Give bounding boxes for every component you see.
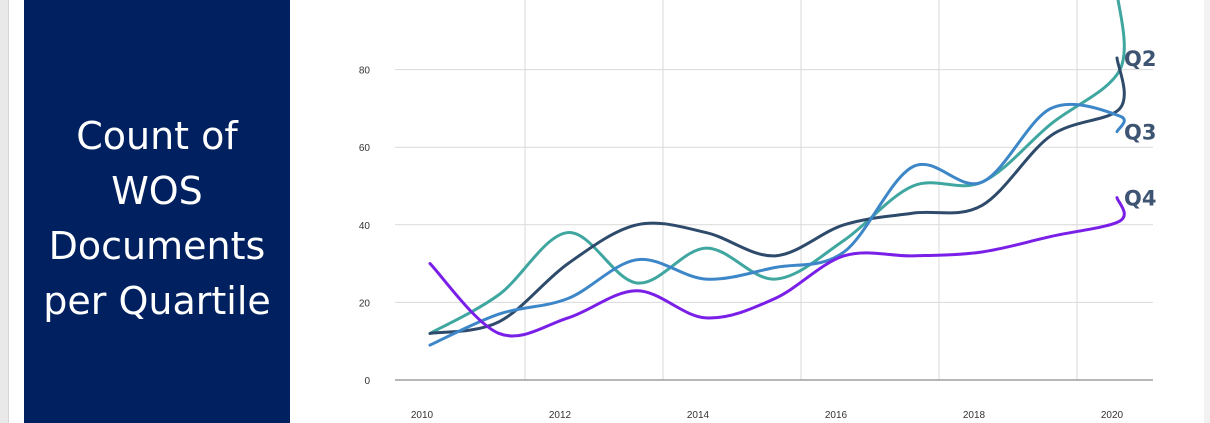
x-tick-label: 2016	[825, 410, 848, 421]
x-tick-label: 2010	[411, 410, 434, 421]
series-line-q2	[428, 56, 1126, 335]
series-line-q4	[428, 196, 1126, 338]
y-tick-label: 80	[359, 66, 371, 77]
series-line-q3	[428, 102, 1126, 347]
chart-title: Count of WOS Documents per Quartile	[43, 109, 271, 329]
y-tick-label: 20	[359, 298, 371, 309]
title-line-4: per Quartile	[43, 278, 271, 323]
title-panel: Count of WOS Documents per Quartile	[24, 0, 290, 423]
x-tick-label: 2020	[1101, 410, 1124, 421]
series-line-1	[428, 0, 1126, 335]
x-tick-label: 2018	[963, 410, 986, 421]
title-line-3: Documents	[48, 223, 266, 268]
y-tick-label: 40	[359, 221, 371, 232]
y-tick-label: 0	[364, 376, 370, 387]
x-tick-label: 2014	[687, 410, 710, 421]
slide-right-edge	[1204, 0, 1210, 423]
series-label-q2: Q2	[1124, 47, 1156, 71]
series-label-q4: Q4	[1124, 187, 1156, 211]
series-label-q3: Q3	[1124, 121, 1156, 145]
x-tick-label: 2012	[549, 410, 572, 421]
title-line-1: Count of	[76, 113, 238, 158]
title-line-2: WOS	[111, 168, 203, 213]
slide-left-edge	[0, 0, 9, 423]
y-tick-label: 60	[359, 143, 371, 154]
